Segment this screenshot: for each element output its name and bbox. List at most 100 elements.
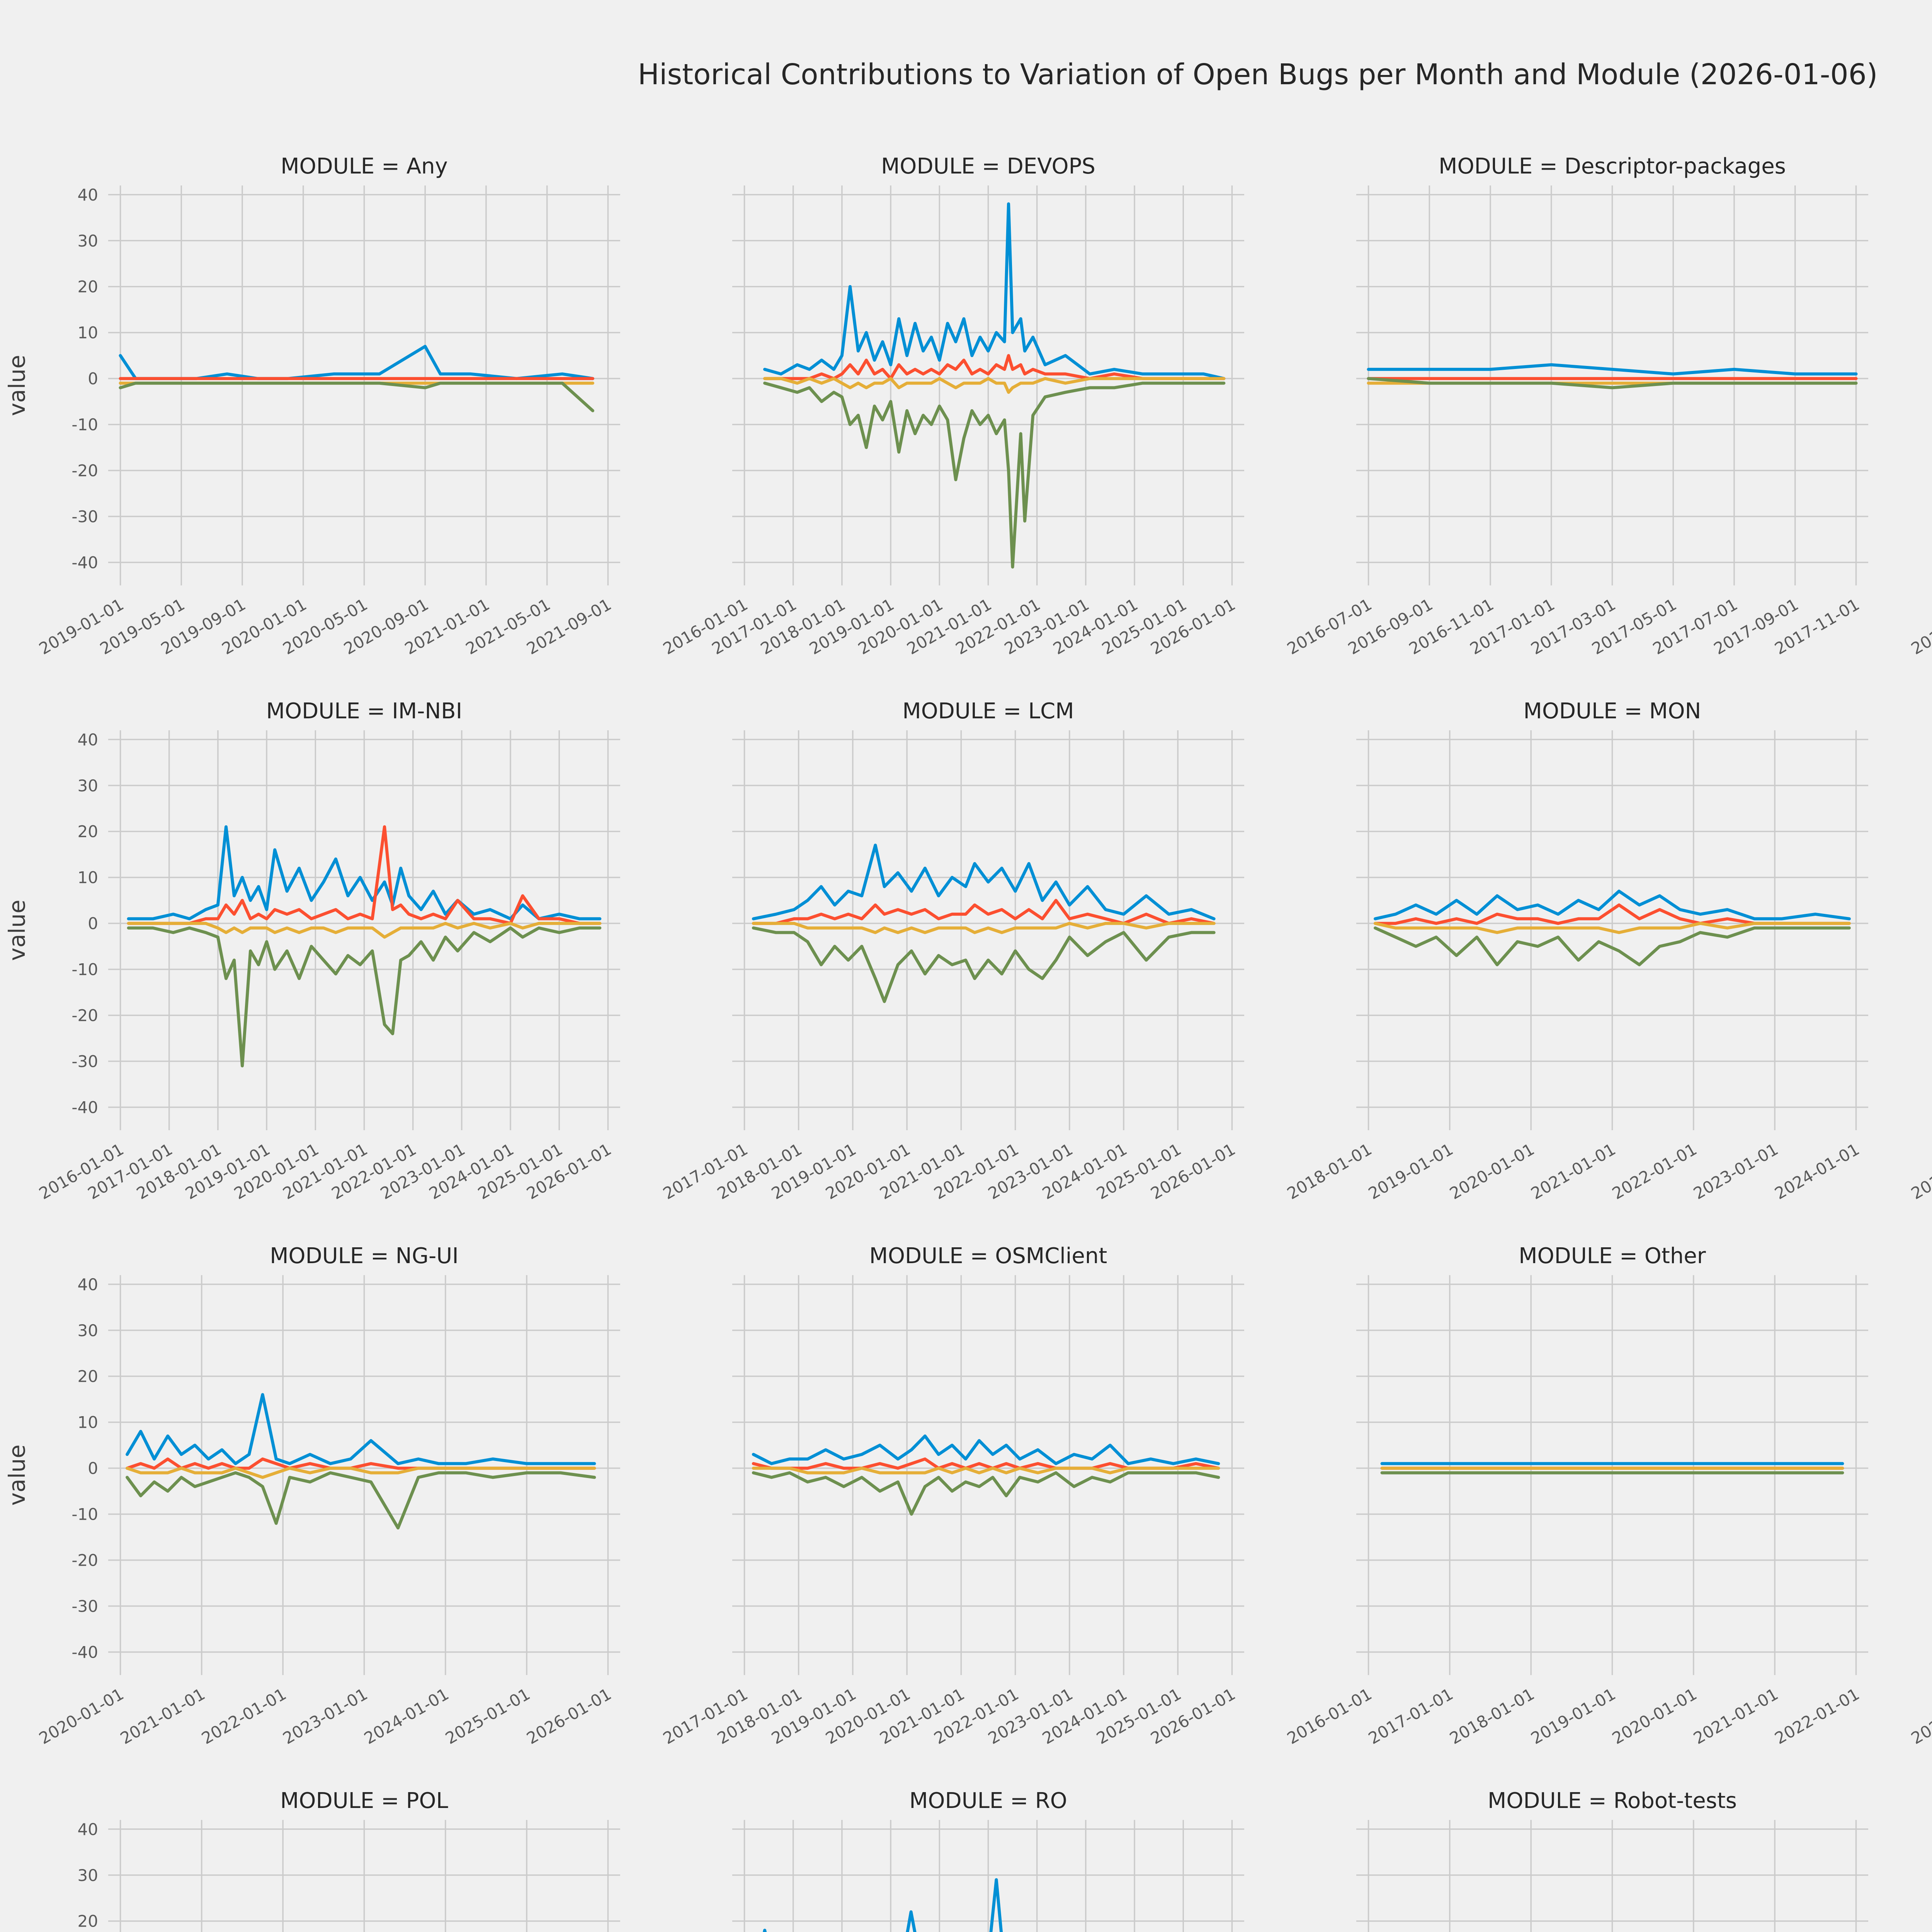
y-tick-label: -10 — [71, 1505, 98, 1524]
chart-n2vc: 2016-01-012017-01-012018-01-012019-01-01… — [1908, 1139, 1932, 1203]
x-tick-label: 2023-01-01 — [1690, 1139, 1781, 1203]
x-tick-label: 2022-01-01 — [1609, 1139, 1700, 1203]
subplot-mon: MODULE = MON 2018-01-01 2019-01-01 2020-01-… — [1248, 696, 1891, 1244]
series-closed-line — [1374, 926, 1851, 966]
chart-descriptor-packages: 2016-07-012016-09-012016-11-012017-01-01… — [1284, 185, 1868, 658]
y-tick-label: 20 — [78, 822, 98, 841]
y-tick-label: 30 — [78, 1321, 98, 1340]
y-tick-label: 20 — [78, 277, 98, 296]
y-tick-label: -10 — [71, 960, 98, 979]
subplot-devops: MODULE = DEVOPS 2016-01-01 2017-01-01 2018-… — [624, 151, 1267, 699]
series-closed-line — [126, 1471, 596, 1530]
x-tick-label: 2023-01-01 — [280, 1684, 371, 1748]
subplot-title: MODULE = RO — [909, 1788, 1067, 1813]
series-reopened-line — [752, 1457, 1220, 1470]
x-tick-label: 2020-01-01 — [36, 1684, 127, 1748]
x-tick-label: 2020-07-01 — [1908, 1684, 1932, 1748]
x-tick-label: 2016-01-01 — [1908, 1139, 1932, 1203]
y-tick-label: 40 — [78, 730, 98, 749]
y-tick-label: 10 — [78, 1413, 98, 1432]
subplot-title: MODULE = LCM — [902, 699, 1074, 724]
series-opened-line — [127, 825, 602, 920]
y-tick-label: 30 — [78, 231, 98, 250]
series-closed-line — [752, 926, 1216, 1003]
y-tick-label: 40 — [78, 1820, 98, 1839]
y-axis-label: value — [4, 1444, 30, 1505]
series-false_closed-line — [1374, 922, 1851, 934]
series-opened-line — [119, 345, 594, 380]
subplot-title: MODULE = Descriptor-packages — [1439, 154, 1786, 179]
series-opened-line — [763, 202, 1226, 380]
subplot-documentation-wiki: MODULE = Documentation / Wiki2016-01-012… — [1872, 151, 1932, 699]
subplot-title: MODULE = Other — [1519, 1243, 1706, 1269]
y-tick-label: -40 — [71, 1098, 98, 1117]
series-opened-line — [1367, 363, 1858, 376]
subplot-ro: MODULE = RO 2016-01-012017-01-012018-01-0… — [624, 1785, 1267, 1932]
y-tick-label: -10 — [71, 415, 98, 434]
x-tick-label: 2025-01-01 — [442, 1684, 533, 1748]
subplot-pol: MODULE = POL 2018-01-012019-01-012020-01-… — [0, 1785, 643, 1932]
x-tick-label: 2022-01-01 — [198, 1684, 289, 1748]
chart-osmclient: 2017-01-012018-01-012019-01-012020-01-01… — [660, 1275, 1244, 1748]
x-tick-label: 2024-01-01 — [1772, 1139, 1863, 1203]
y-tick-label: 40 — [78, 1275, 98, 1294]
subplot-other: MODULE = Other 2016-01-01 2017-01-01 2018-0… — [1248, 1240, 1891, 1789]
series-false_closed-line — [126, 1466, 596, 1479]
chart-devops: 2016-01-012017-01-012018-01-012019-01-01… — [660, 185, 1244, 658]
y-tick-label: -20 — [71, 1006, 98, 1025]
series-closed-line — [752, 1471, 1220, 1516]
y-tick-label: 0 — [88, 914, 98, 933]
x-tick-label: 2019-01-01 — [1365, 1139, 1456, 1203]
series-opened-line — [752, 844, 1216, 920]
y-tick-label: -20 — [71, 461, 98, 480]
subplot-title: MODULE = Any — [281, 154, 448, 179]
y-tick-label: -40 — [71, 553, 98, 572]
x-tick-label: 2021-01-01 — [1528, 1139, 1619, 1203]
chart-any: 2019-01-012019-05-012019-09-012020-01-01… — [4, 185, 620, 658]
y-tick-label: -20 — [71, 1551, 98, 1570]
y-tick-label: -30 — [71, 507, 98, 526]
y-tick-label: 0 — [88, 1459, 98, 1478]
chart-unknown: 2016-01-012017-01-012018-01-012019-01-01… — [1872, 1820, 1932, 1932]
subplot-lcm: MODULE = LCM 2017-01-01 2018-01-01 2019-01-… — [624, 696, 1267, 1244]
y-axis-label: value — [4, 355, 30, 416]
series-false_closed-line — [752, 922, 1216, 934]
subplot-title: MODULE = OSMClient — [869, 1243, 1107, 1269]
x-tick-label: 2020-01-01 — [1609, 1684, 1700, 1748]
subplot-title: MODULE = MON — [1523, 699, 1701, 724]
subplot-robot-tests: MODULE = Robot-tests 2020-01-012021-01-01… — [1248, 1785, 1891, 1932]
y-tick-label: 20 — [78, 1367, 98, 1386]
y-tick-label: 40 — [78, 185, 98, 204]
series-false_closed-line — [752, 1466, 1220, 1475]
x-tick-label: 2021-01-01 — [117, 1684, 208, 1748]
chart-pol: 2018-01-012019-01-012020-01-012021-01-01… — [78, 1820, 620, 1932]
x-tick-label: 2026-01-01 — [524, 1684, 615, 1748]
subplot-descriptor-packages: MODULE = Descriptor-packages 2016-07-01 20… — [1248, 151, 1891, 699]
series-reopened-line — [763, 354, 1226, 380]
subplot-osmclient: MODULE = OSMClient 2017-01-01 2018-01-01 20… — [624, 1240, 1267, 1789]
x-tick-label: 2020-01-01 — [1446, 1139, 1537, 1203]
y-tick-label: 0 — [88, 369, 98, 388]
y-tick-label: 30 — [78, 776, 98, 795]
y-tick-label: 30 — [78, 1866, 98, 1885]
subplot-title: MODULE = IM-NBI — [266, 699, 463, 724]
chart-im-nbi: 2016-01-012017-01-012018-01-012019-01-01… — [4, 730, 620, 1203]
x-tick-label: 2016-01-01 — [1284, 1684, 1375, 1748]
y-tick-label: 10 — [78, 868, 98, 887]
series-closed-line — [763, 381, 1226, 569]
chart-mon: 2018-01-012019-01-012020-01-012021-01-01… — [1284, 730, 1868, 1203]
y-axis-label: value — [4, 900, 30, 961]
series-reopened-line — [127, 825, 602, 925]
chart-lcm: 2017-01-012018-01-012019-01-012020-01-01… — [660, 730, 1244, 1203]
y-tick-label: -40 — [71, 1643, 98, 1662]
chart-ro: 2016-01-012017-01-012018-01-012019-01-01… — [732, 1820, 1244, 1932]
series-closed-line — [119, 381, 594, 412]
subplot-im-nbi: MODULE = IM-NBI 2016-01-01 2017-01-01 2018-… — [0, 696, 643, 1244]
x-tick-label: 2016-01-01 — [1908, 595, 1932, 658]
series-opened-line — [126, 1393, 596, 1465]
x-tick-label: 2024-01-01 — [361, 1684, 452, 1748]
subplot-unknown: MODULE = Unknown2016-01-012017-01-012018… — [1872, 1785, 1932, 1932]
chart-robot-tests: 2020-01-012021-01-012022-01-012023-01-01… — [1356, 1820, 1868, 1932]
series-closed-line — [127, 926, 602, 1068]
